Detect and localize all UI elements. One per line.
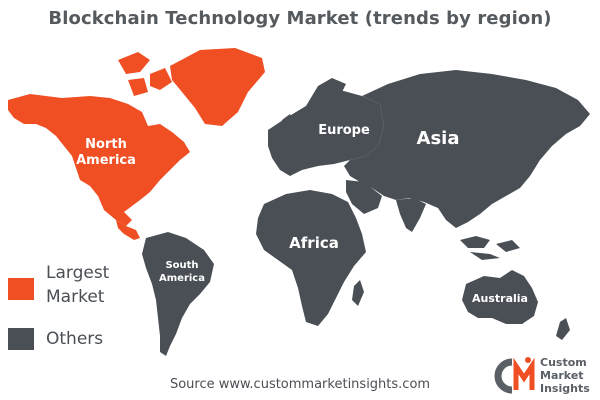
legend-label-largest-line2: Market xyxy=(46,287,105,307)
indonesia-shape xyxy=(460,236,520,260)
africa-shape xyxy=(256,190,366,326)
legend-label-others: Others xyxy=(46,329,104,349)
legend-swatch-others xyxy=(8,328,34,350)
legend-item-others: Others xyxy=(8,326,148,352)
region-label-australia: Australia xyxy=(472,292,528,305)
uk-shape xyxy=(282,114,294,134)
logo-word-1: Custom xyxy=(540,356,587,369)
region-label-north-america-line2: America xyxy=(76,153,136,168)
new-zealand-shape xyxy=(556,318,570,340)
region-label-africa: Africa xyxy=(289,234,339,252)
japan-shape xyxy=(526,140,542,170)
india-shape xyxy=(396,198,426,232)
north-america-shape xyxy=(8,94,190,226)
legend-swatch-largest xyxy=(8,278,34,300)
region-label-north-america-line1: North xyxy=(85,137,127,152)
region-label-south-america-line2: America xyxy=(159,273,205,284)
legend-label-largest-line1: Largest xyxy=(46,263,110,283)
south-america-shape xyxy=(142,232,214,356)
legend-item-largest: Largest Market xyxy=(8,262,148,312)
greenland-shape xyxy=(170,48,265,126)
australia-shape xyxy=(462,270,538,324)
logo-word-3: Insights xyxy=(540,382,590,395)
legend: Largest Market Others xyxy=(8,262,148,366)
logo-word-2: Market xyxy=(540,369,584,382)
arabia-shape xyxy=(346,180,382,214)
region-label-europe: Europe xyxy=(318,123,370,138)
europe-shape xyxy=(268,90,384,176)
logo-wordmark: Custom Market Insights xyxy=(540,356,590,395)
scandinavia-shape xyxy=(306,78,346,110)
chart-title: Blockchain Technology Market (trends by … xyxy=(48,8,552,29)
region-label-asia: Asia xyxy=(417,128,460,149)
company-logo: Custom Market Insights xyxy=(490,354,600,398)
arctic-islands-shape xyxy=(118,52,172,96)
cmi-logo-mark xyxy=(494,357,535,394)
madagascar-shape xyxy=(352,280,364,306)
asia-shape xyxy=(344,70,590,228)
source-text: Source www.custommarketinsights.com xyxy=(169,377,431,392)
central-america-shape xyxy=(116,220,140,240)
region-label-south-america-line1: South xyxy=(165,260,198,271)
